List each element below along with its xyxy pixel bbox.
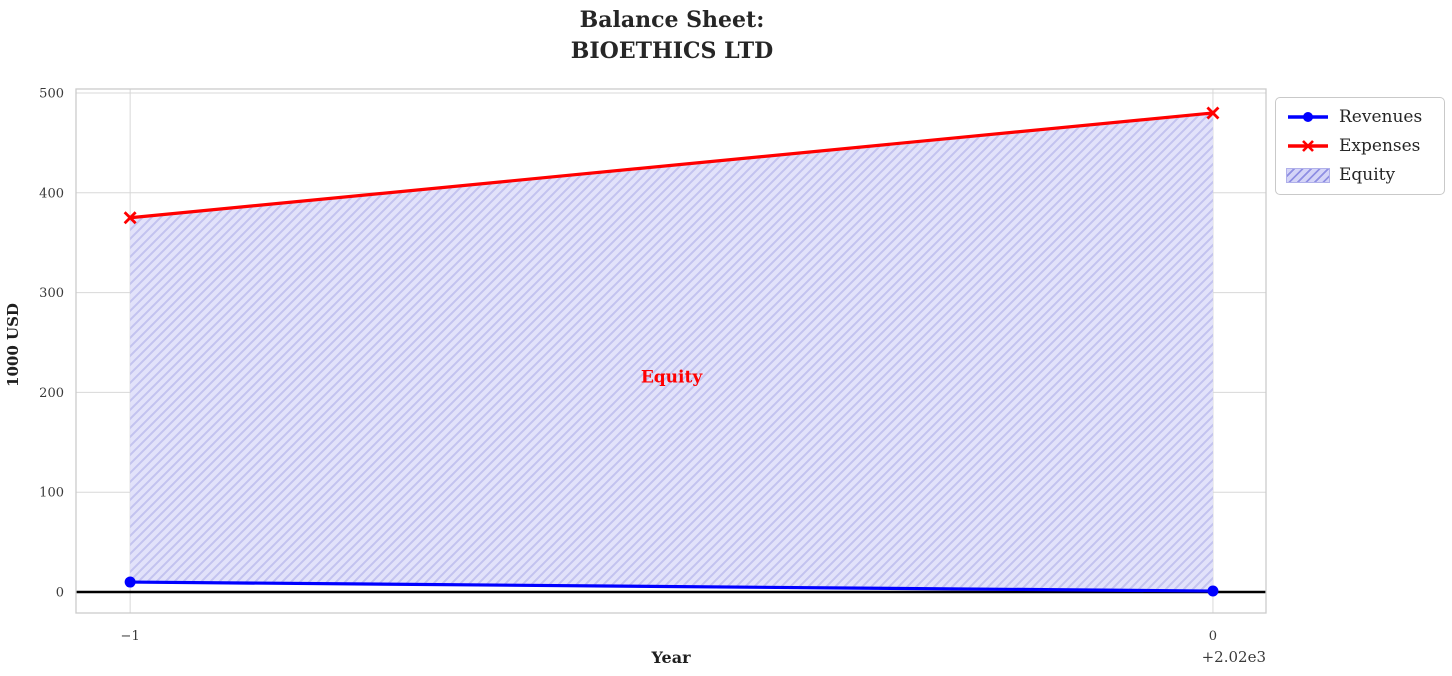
revenues-markers (124, 576, 1219, 597)
y-tick-label: 0 (56, 586, 64, 601)
x-axis-label: Year (650, 648, 691, 667)
expenses-markers (123, 106, 1220, 225)
y-tick-label: 500 (39, 86, 64, 101)
plot-border (75, 88, 1267, 614)
legend-entry-equity: Equity (1286, 162, 1434, 188)
y-tick-label: 400 (39, 186, 64, 201)
equity-hatch-swatch-icon (1286, 167, 1330, 183)
y-tick-label: 100 (39, 486, 64, 501)
expenses-line (128, 111, 1215, 220)
expenses-legend-sample-icon (1288, 140, 1328, 152)
chart-title-line2: BIOETHICS LTD (570, 38, 774, 64)
y-tick-labels: 0 100 200 300 400 500 (39, 86, 64, 600)
legend-entry-revenues: Revenues (1286, 104, 1434, 130)
expenses-data-marker (123, 211, 137, 225)
legend-label-equity: Equity (1339, 165, 1396, 185)
y-axis-label: 1000 USD (4, 303, 22, 387)
y-tick-label: 300 (39, 286, 64, 301)
x-axis-offset-label: +2.02e3 (1202, 648, 1266, 666)
equity-fill-area (130, 112, 1213, 592)
revenues-legend-sample-icon (1288, 112, 1328, 122)
x-tick-labels: −1 0 (121, 629, 1218, 644)
chart-title-line1: Balance Sheet: (579, 7, 765, 33)
legend-label-expenses: Expenses (1339, 136, 1421, 156)
revenues-line (128, 580, 1215, 593)
revenues-data-marker (124, 576, 136, 588)
x-tick-label: 0 (1209, 629, 1217, 644)
expenses-data-marker (1206, 106, 1220, 120)
y-tick-label: 200 (39, 386, 64, 401)
x-tick-label: −1 (121, 629, 140, 644)
revenues-data-marker (1207, 585, 1219, 597)
legend-label-revenues: Revenues (1339, 107, 1423, 127)
chart-title: Balance Sheet: BIOETHICS LTD (72, 5, 1272, 67)
legend-entry-expenses: Expenses (1286, 133, 1434, 159)
equity-annotation: Equity (641, 367, 704, 387)
legend: Revenues Expenses Equity (1275, 97, 1445, 195)
